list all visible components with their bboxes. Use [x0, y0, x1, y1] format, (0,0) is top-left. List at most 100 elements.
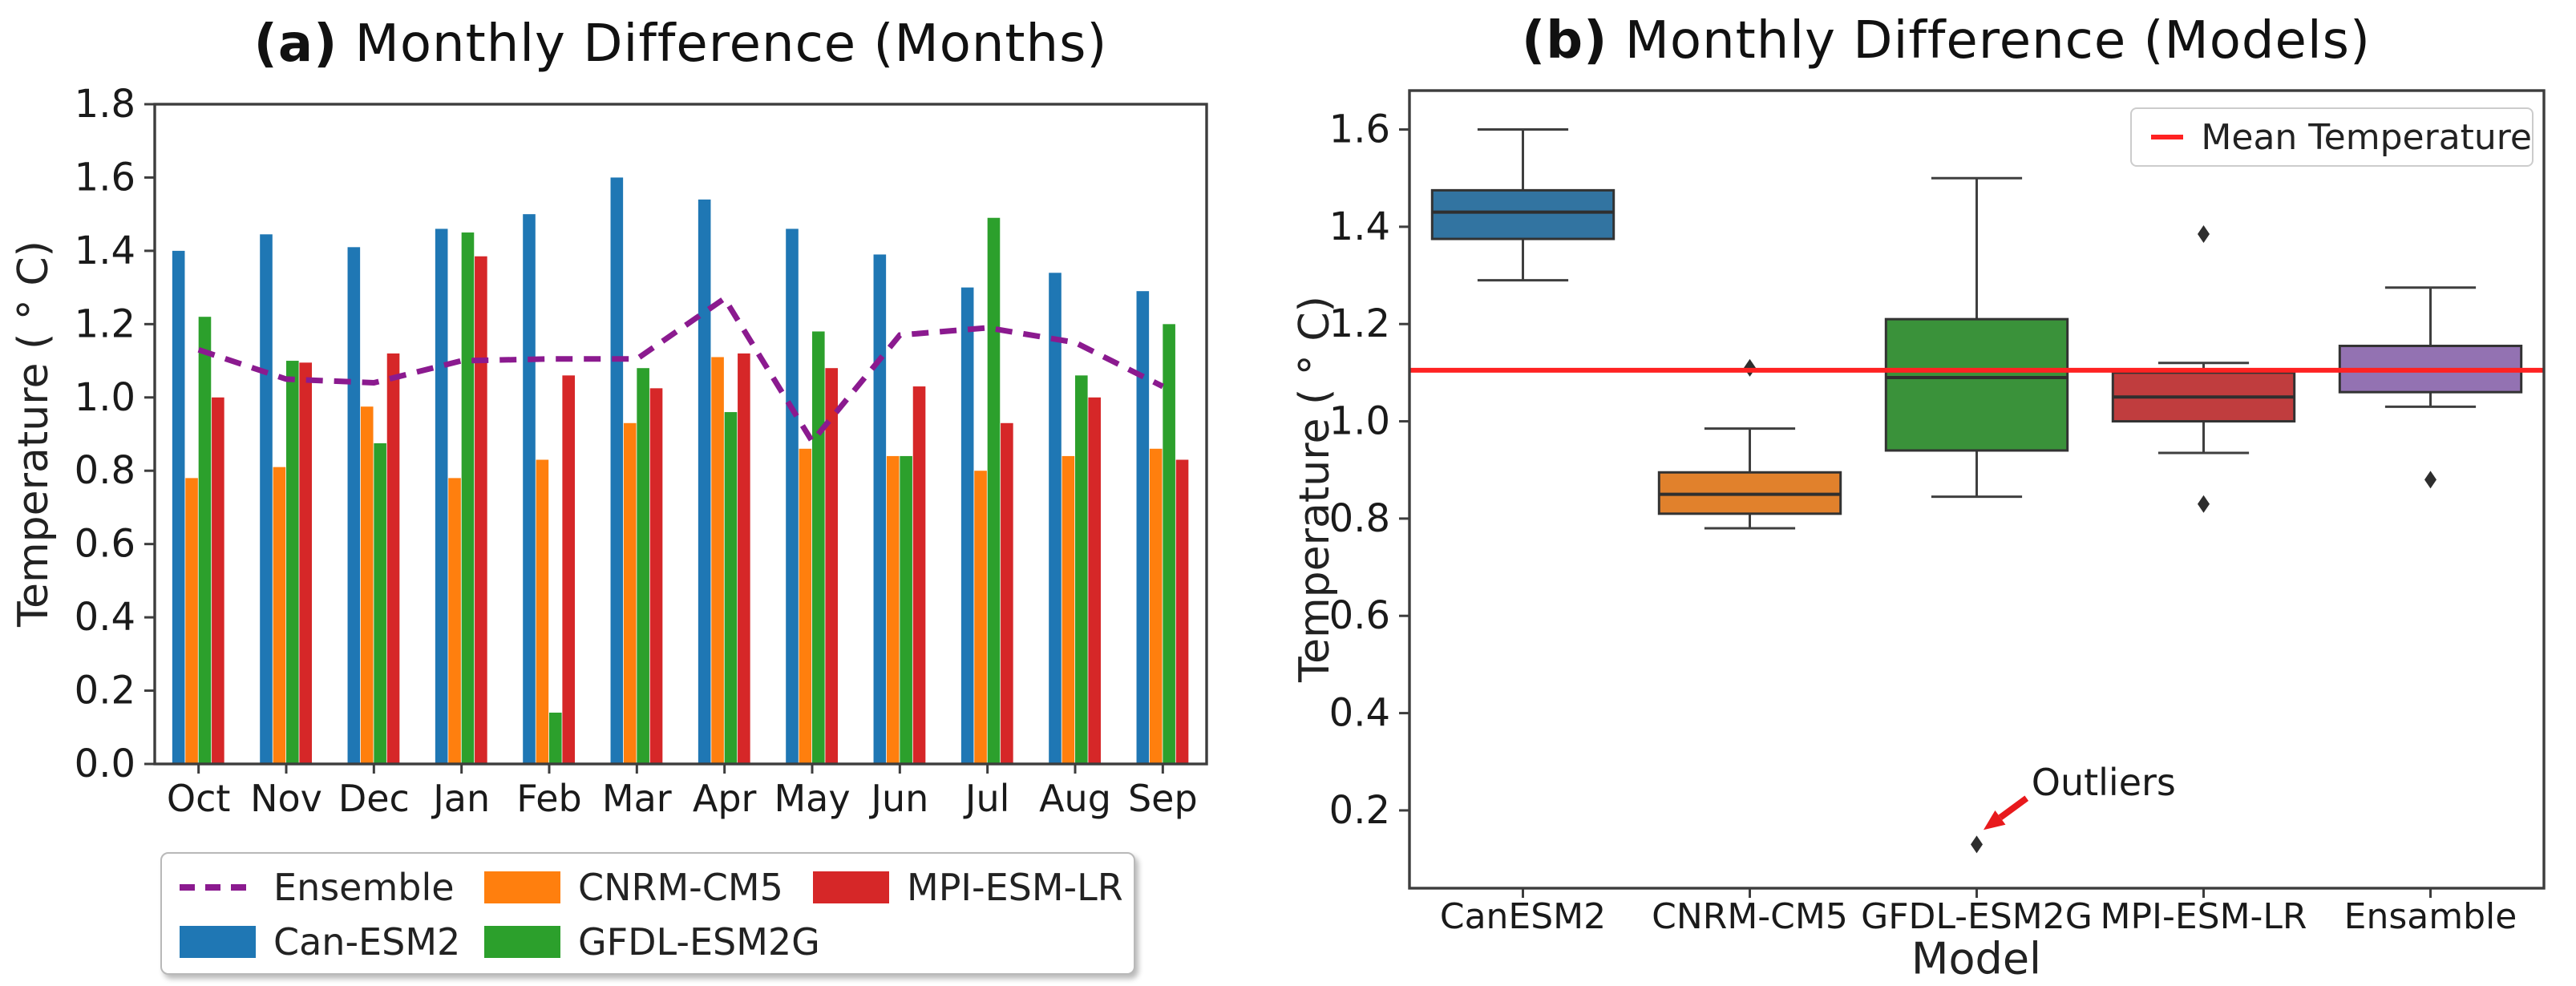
bar-MPI-ESM-LR [912, 386, 926, 764]
legend-item-ensemble: Ensemble [180, 866, 455, 909]
bar-Can-ESM2 [698, 199, 711, 764]
y-tick-label: 0.8 [1329, 496, 1390, 541]
bar-Can-ESM2 [260, 234, 273, 764]
x-tick-label: Nov [250, 777, 322, 820]
color-patch-swatch [180, 926, 256, 958]
x-tick-label: Sep [1128, 777, 1198, 820]
bar-Can-ESM2 [347, 247, 361, 765]
y-tick-label: 1.6 [75, 155, 135, 200]
bar-Can-ESM2 [960, 287, 974, 765]
legend-item-gfdl-esm2g: GFDL-ESM2G [484, 920, 820, 964]
annotation-arrow-shaft [1998, 795, 2029, 821]
box-CanESM2 [1430, 188, 1616, 240]
y-tick-label: 0.4 [1329, 691, 1390, 736]
panel-b-title-index: (b) [1522, 11, 1608, 71]
bar-GFDL-ESM2G [1163, 324, 1175, 764]
bar-GFDL-ESM2G [286, 361, 299, 764]
bar-Can-ESM2 [523, 214, 536, 765]
y-tick-label: 0.2 [75, 669, 135, 713]
bar-CNRM-CM5 [360, 406, 374, 764]
legend-item-can-esm2: Can-ESM2 [180, 920, 461, 964]
axes-frame [153, 103, 1208, 766]
y-tick-label: 1.6 [1329, 107, 1390, 152]
bar-MPI-ESM-LR [1175, 459, 1189, 764]
bar-Can-ESM2 [786, 228, 799, 764]
bar-Can-ESM2 [1049, 273, 1062, 764]
bar-CNRM-CM5 [448, 478, 461, 764]
bar-MPI-ESM-LR [475, 256, 487, 765]
legend-label: Ensemble [273, 866, 455, 909]
x-tick-label: May [774, 777, 850, 820]
panel-a-title-index: (a) [253, 14, 338, 74]
bar-CNRM-CM5 [536, 459, 549, 764]
mean-line-swatch [2151, 135, 2184, 139]
x-tick-label: CanESM2 [1440, 896, 1606, 937]
bar-GFDL-ESM2G [987, 217, 1001, 764]
x-tick-label: Aug [1039, 777, 1111, 820]
bar-MPI-ESM-LR [386, 353, 400, 764]
bar-CNRM-CM5 [711, 357, 724, 764]
y-tick-label: 0.4 [75, 595, 135, 640]
y-tick-label: 0.6 [75, 522, 135, 567]
bar-GFDL-ESM2G [812, 331, 825, 764]
y-tick-label: 1.2 [1329, 301, 1390, 346]
y-tick-label: 0.0 [75, 742, 135, 786]
x-tick-label: Mar [602, 777, 672, 820]
legend-label: MPI-ESM-LR [907, 866, 1123, 909]
bar-Can-ESM2 [610, 177, 624, 764]
mean-temperature-legend: Mean Temperature [2130, 107, 2534, 167]
y-tick-label: 1.8 [75, 82, 135, 127]
y-tick-label: 0.2 [1329, 788, 1390, 833]
x-tick-label: Dec [338, 777, 410, 820]
x-tick-label: GFDL-ESM2G [1861, 896, 2093, 937]
x-tick-label: Ensamble [2344, 896, 2517, 937]
y-tick-label: 1.4 [1329, 204, 1390, 249]
legend-item-cnrm-cm5: CNRM-CM5 [484, 866, 783, 909]
bar-CNRM-CM5 [185, 478, 198, 764]
y-tick-label: 1.0 [1329, 399, 1390, 444]
bar-CNRM-CM5 [1062, 455, 1075, 764]
bar-MPI-ESM-LR [738, 353, 750, 764]
outlier-diamond [1744, 358, 1756, 377]
bar-Can-ESM2 [1136, 291, 1150, 764]
y-tick-label: 0.8 [75, 448, 135, 493]
color-patch-swatch [484, 871, 560, 903]
panel-a-legend: Ensemble CNRM-CM5 MPI-ESM-LR Can-ESM2 GFDL-E… [160, 852, 1135, 975]
mean-temperature-label: Mean Temperature [2201, 116, 2532, 158]
bar-GFDL-ESM2G [637, 368, 649, 764]
color-patch-swatch [484, 926, 560, 958]
bar-MPI-ESM-LR [649, 388, 663, 764]
bar-GFDL-ESM2G [724, 412, 738, 764]
y-tick-label: 1.0 [75, 375, 135, 420]
dashed-line-swatch [180, 884, 256, 891]
y-tick-label: 1.4 [75, 228, 135, 273]
bar-CNRM-CM5 [1149, 448, 1163, 764]
ensemble-line [197, 294, 1164, 447]
x-tick-label: CNRM-CM5 [1652, 896, 1848, 937]
legend-label: Can-ESM2 [273, 920, 461, 964]
annotation-arrow-head [1983, 810, 2006, 830]
legend-label: GFDL-ESM2G [578, 920, 820, 964]
bar-GFDL-ESM2G [900, 455, 912, 764]
x-tick-label: Feb [516, 777, 581, 820]
panel-b-title: (b) Monthly Difference (Models) [1379, 11, 2513, 71]
bar-GFDL-ESM2G [374, 442, 386, 764]
bar-CNRM-CM5 [886, 455, 900, 764]
legend-item-mpi-esm-lr: MPI-ESM-LR [813, 866, 1123, 909]
bar-Can-ESM2 [873, 254, 887, 764]
axes-frame [1408, 89, 2546, 890]
box-GFDL-ESM2G [1884, 317, 2069, 452]
panel-b-x-axis-label: Model [1911, 933, 2042, 984]
bar-GFDL-ESM2G [549, 712, 562, 764]
outlier-diamond [2198, 224, 2210, 243]
bar-MPI-ESM-LR [825, 368, 838, 764]
bar-CNRM-CM5 [799, 448, 812, 764]
x-tick-label: Jan [431, 777, 490, 820]
bar-CNRM-CM5 [623, 422, 637, 764]
bar-CNRM-CM5 [273, 467, 286, 764]
bar-MPI-ESM-LR [562, 375, 575, 764]
y-tick-label: 0.6 [1329, 593, 1390, 638]
x-tick-label: Apr [693, 777, 757, 820]
